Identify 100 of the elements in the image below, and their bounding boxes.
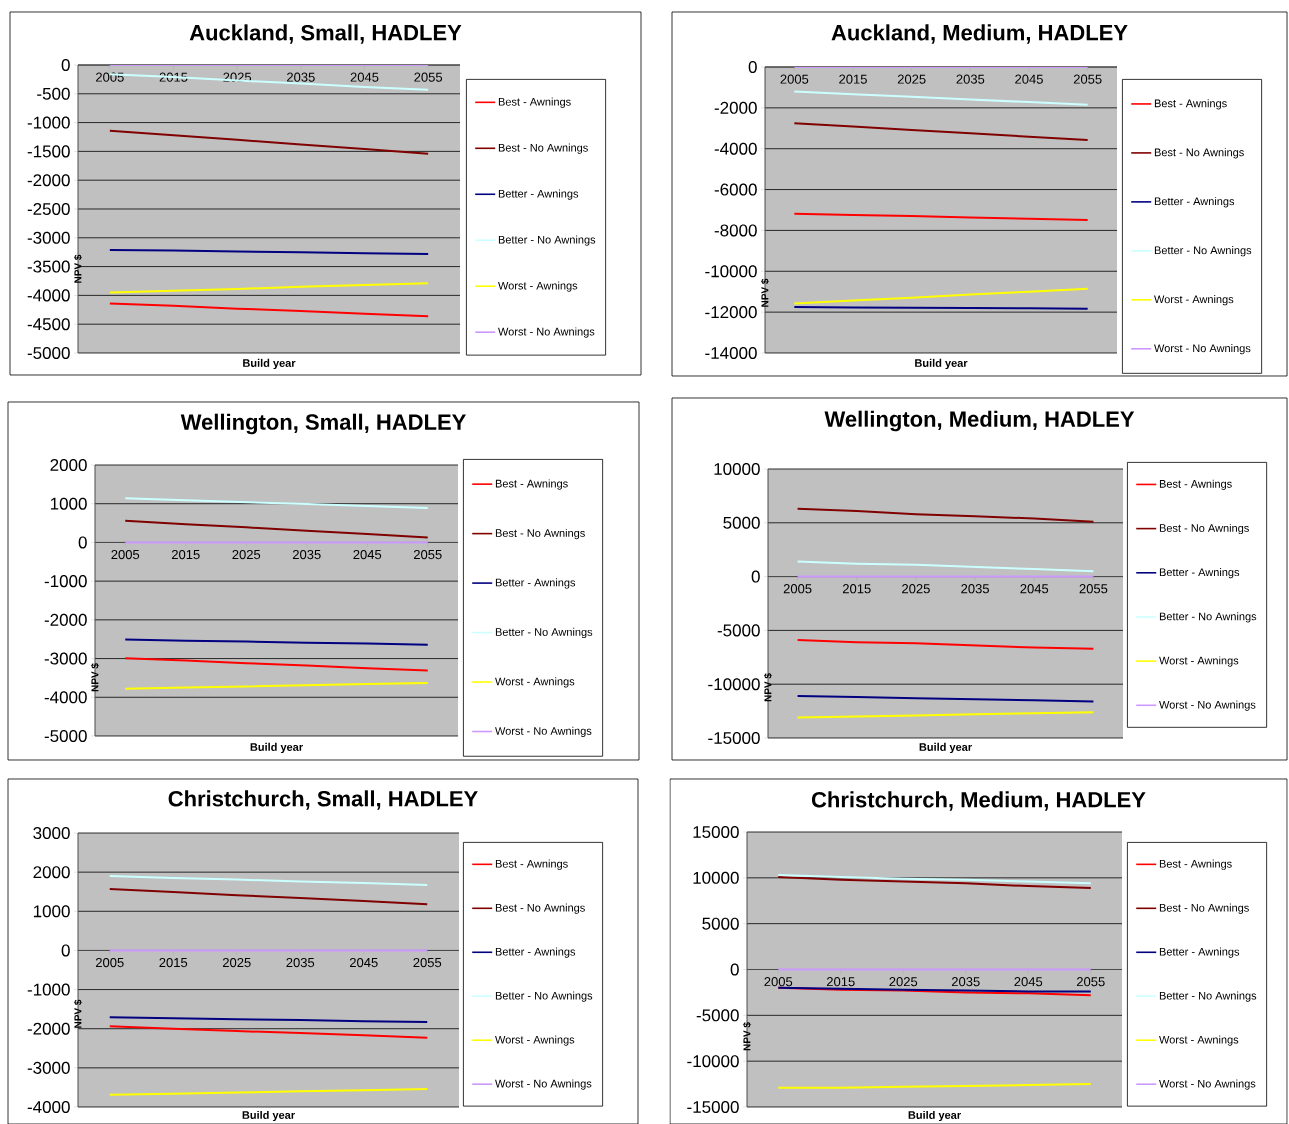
legend-label: Best - Awnings xyxy=(498,97,571,108)
chart-title: Christchurch, Small, HADLEY xyxy=(168,790,478,810)
chart-title: Christchurch, Medium, HADLEY xyxy=(811,791,1146,811)
legend-label: Best - No Awnings xyxy=(495,903,585,914)
line-series xyxy=(793,212,1089,221)
x-tick-label: 2025 xyxy=(222,957,251,968)
line-series xyxy=(777,875,1092,889)
x-tick-label: 2025 xyxy=(902,584,930,594)
legend-label: Better - Awnings xyxy=(495,578,576,589)
line-series xyxy=(108,887,429,906)
legend-label: Best - Awnings xyxy=(495,479,568,490)
y-tick-label: -2000 xyxy=(27,174,70,187)
y-axis-title: NPV $ xyxy=(763,673,773,702)
legend-label: Worst - Awnings xyxy=(1154,295,1234,306)
legend-label: Best - Awnings xyxy=(1154,99,1227,110)
y-tick-label: -2000 xyxy=(44,613,87,626)
x-tick-label: 2035 xyxy=(961,584,989,594)
y-tick-label: -12000 xyxy=(705,306,757,319)
x-tick-label: 2005 xyxy=(96,72,124,82)
line-series xyxy=(793,287,1089,305)
legend-label: Worst - No Awnings xyxy=(498,327,595,338)
line-series xyxy=(108,302,430,318)
x-tick-label: 2015 xyxy=(159,957,188,968)
y-tick-label: -10000 xyxy=(687,1055,739,1068)
x-axis-title: Build year xyxy=(919,742,972,754)
y-tick-label: -5000 xyxy=(27,346,70,360)
y-axis-title: NPV $ xyxy=(90,663,100,692)
x-tick-label: 2025 xyxy=(897,74,926,84)
x-tick-label: 2035 xyxy=(292,549,321,560)
y-tick-label: 10000 xyxy=(714,462,760,476)
legend-label: Better - No Awnings xyxy=(1154,246,1252,257)
y-tick-label: -6000 xyxy=(714,183,757,196)
y-tick-label: -3500 xyxy=(27,260,70,273)
y-tick-label: 2000 xyxy=(33,866,70,879)
x-tick-label: 2005 xyxy=(783,584,812,594)
legend-label: Best - No Awnings xyxy=(495,528,585,540)
legend-label: Better - No Awnings xyxy=(495,627,593,639)
x-tick-label: 2035 xyxy=(286,957,315,968)
x-tick-label: 2045 xyxy=(1014,977,1043,987)
line-series xyxy=(796,507,1095,523)
y-tick-label: -2000 xyxy=(714,101,757,114)
x-tick-label: 2015 xyxy=(842,584,871,594)
legend-label: Best - No Awnings xyxy=(1154,148,1244,159)
x-tick-label: 2015 xyxy=(839,74,867,84)
y-tick-label: 0 xyxy=(748,60,757,74)
y-tick-label: -3000 xyxy=(27,231,70,244)
x-axis-title: Build year xyxy=(243,358,296,370)
legend-label: Worst - Awnings xyxy=(495,1035,575,1046)
x-tick-label: 2055 xyxy=(413,549,442,560)
y-tick-label: -15000 xyxy=(687,1100,739,1114)
x-tick-label: 2005 xyxy=(764,977,793,987)
x-tick-label: 2005 xyxy=(95,957,124,968)
line-series xyxy=(793,122,1089,141)
legend-label: Better - Awnings xyxy=(498,189,579,200)
x-axis-title: Build year xyxy=(242,1110,295,1122)
y-tick-label: -1000 xyxy=(27,983,70,996)
y-tick-label: -1000 xyxy=(27,116,70,129)
line-series xyxy=(108,875,429,887)
y-tick-label: 1000 xyxy=(50,497,87,510)
line-series xyxy=(124,519,429,539)
y-axis-title: NPV $ xyxy=(73,254,83,283)
y-tick-label: 0 xyxy=(61,944,70,957)
legend-label: Better - No Awnings xyxy=(1159,612,1257,623)
y-tick-label: -3000 xyxy=(27,1061,70,1074)
y-tick-label: -10000 xyxy=(705,265,757,278)
legend-label: Worst - Awnings xyxy=(1159,1035,1239,1046)
y-tick-label: 5000 xyxy=(723,516,760,529)
x-axis-title: Build year xyxy=(250,742,303,754)
legend-label: Better - Awnings xyxy=(1159,947,1240,958)
legend-label: Better - Awnings xyxy=(1154,197,1235,208)
y-tick-label: -500 xyxy=(37,87,70,100)
y-tick-label: 0 xyxy=(61,58,70,72)
legend-label: Worst - No Awnings xyxy=(495,726,592,738)
legend-label: Best - Awnings xyxy=(1159,859,1232,870)
chart-title: Auckland, Small, HADLEY xyxy=(189,24,462,44)
legend-label: Worst - Awnings xyxy=(495,677,575,688)
y-tick-label: -3000 xyxy=(44,652,87,665)
legend-label: Better - Awnings xyxy=(495,947,576,958)
legend-label: Better - No Awnings xyxy=(495,991,593,1002)
x-tick-label: 2025 xyxy=(232,549,261,560)
y-tick-label: -4000 xyxy=(27,289,70,302)
y-tick-label: 0 xyxy=(78,536,87,549)
y-tick-label: -4000 xyxy=(27,1100,70,1114)
x-tick-label: 2055 xyxy=(413,957,442,968)
y-tick-label: -5000 xyxy=(44,729,87,743)
x-tick-label: 2055 xyxy=(1076,977,1105,987)
y-tick-label: -2000 xyxy=(27,1022,70,1035)
x-tick-label: 2035 xyxy=(951,977,980,987)
chart-title: Wellington, Small, HADLEY xyxy=(180,413,466,435)
y-tick-label: 10000 xyxy=(693,871,739,884)
y-tick-label: -10000 xyxy=(708,678,760,691)
x-tick-label: 2055 xyxy=(414,72,443,82)
y-tick-label: -8000 xyxy=(714,224,757,237)
y-tick-label: 3000 xyxy=(33,826,70,840)
legend-label: Worst - Awnings xyxy=(498,281,578,292)
legend-label: Best - No Awnings xyxy=(498,143,588,154)
x-tick-label: 2045 xyxy=(1015,74,1043,84)
line-series xyxy=(793,90,1089,106)
legend-label: Best - No Awnings xyxy=(1159,523,1249,535)
legend-label: Better - No Awnings xyxy=(498,235,596,246)
